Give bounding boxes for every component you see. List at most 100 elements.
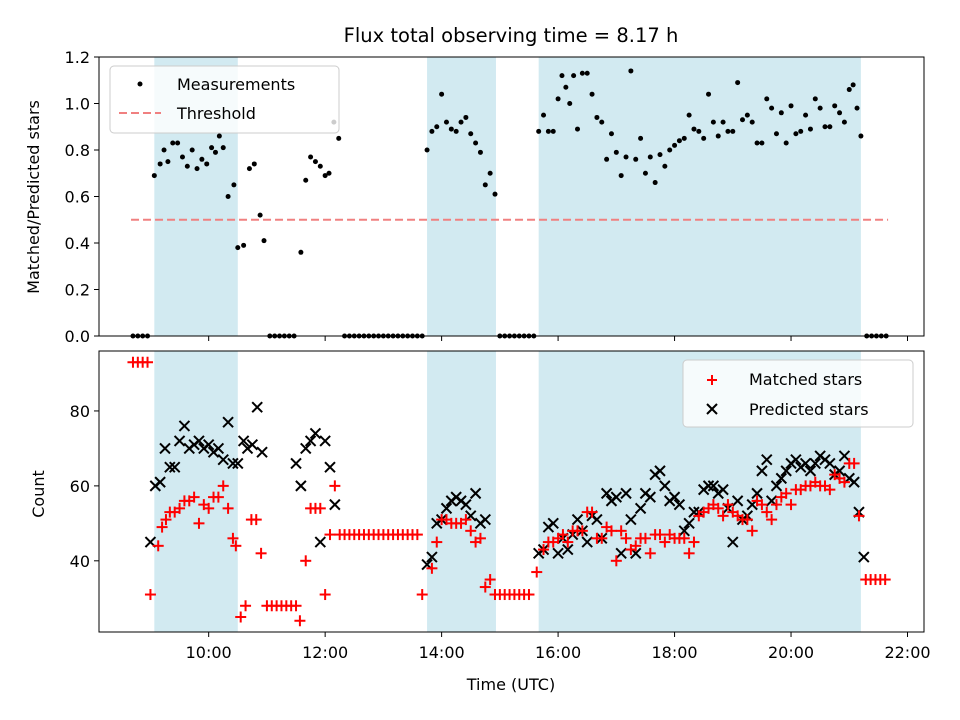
measurement-point <box>194 166 200 172</box>
matched-point <box>479 581 491 593</box>
measurement-point <box>662 163 668 169</box>
measurement-point <box>458 119 464 125</box>
measurement-point <box>303 177 309 183</box>
matched-point <box>314 502 326 514</box>
top-x-ticks <box>208 336 908 341</box>
measurement-point <box>212 149 218 155</box>
matched-point <box>639 532 651 544</box>
measurement-point <box>594 114 600 120</box>
matched-point <box>324 529 336 541</box>
predicted-point <box>227 457 239 470</box>
predicted-point <box>154 476 166 488</box>
predicted-point <box>168 461 181 473</box>
top-legend-box <box>109 65 340 134</box>
y-tick-label: 0.4 <box>65 234 90 253</box>
x-tick-label: 14:00 <box>419 643 465 662</box>
bottom-legend-box <box>682 359 914 428</box>
measurement-point <box>773 131 779 137</box>
predicted-point <box>193 435 205 447</box>
matched-point <box>152 540 164 552</box>
matched-point <box>688 536 700 548</box>
predicted-point <box>304 435 317 447</box>
x-axis-label: Time (UTC) <box>466 675 555 694</box>
measurement-point <box>740 117 745 123</box>
predicted-point <box>620 487 632 500</box>
predicted-point <box>659 480 671 492</box>
predicted-point <box>314 536 327 548</box>
predicted-point <box>702 480 715 492</box>
matched-point <box>722 499 734 511</box>
measurement-point <box>434 124 440 130</box>
matched-point <box>630 540 642 552</box>
matched-point <box>319 589 331 601</box>
measurement-point <box>204 161 210 167</box>
y-tick-label: 0.6 <box>65 188 90 207</box>
measurement-point <box>676 138 682 144</box>
predicted-point <box>858 551 870 563</box>
predicted-point <box>222 416 234 428</box>
predicted-point <box>426 551 438 563</box>
measurement-point <box>812 96 818 102</box>
measurement-point <box>667 147 673 153</box>
matched-point <box>188 491 200 503</box>
matched-point <box>557 529 569 541</box>
measurement-point <box>633 156 639 162</box>
count-panel: 40 60 80 10:00 12:00 14:00 16:00 18:00 20:00 22:… <box>29 350 931 694</box>
predicted-point <box>300 442 312 455</box>
measurement-point <box>453 128 459 134</box>
measurement-point <box>189 147 195 153</box>
measurement-point <box>608 131 614 137</box>
matched-point <box>222 502 234 514</box>
matched-point <box>203 502 215 514</box>
measurement-point <box>184 163 190 169</box>
bottom-plot-frame <box>98 350 925 633</box>
matched-point <box>240 600 252 612</box>
measurement-point <box>575 126 580 132</box>
observing-window-band <box>538 57 861 336</box>
measurement-point <box>257 212 263 218</box>
matched-point <box>741 514 753 526</box>
measurement-point <box>326 170 332 176</box>
matched-point <box>761 506 773 518</box>
measurement-point <box>788 103 794 109</box>
matched-point <box>531 566 543 578</box>
measurement-point <box>175 140 181 146</box>
measurement-point <box>599 119 605 125</box>
measurement-point <box>715 133 721 139</box>
predicted-point <box>615 547 627 560</box>
measurement-point <box>220 145 226 151</box>
matched-point <box>460 514 472 526</box>
measurement-points <box>130 68 889 339</box>
measurement-point <box>312 159 318 165</box>
predicted-point <box>707 480 720 492</box>
measurement-point <box>439 91 445 97</box>
measurement-point <box>487 170 493 176</box>
measurement-point <box>691 126 697 132</box>
matched-point <box>212 491 224 503</box>
ratio-panel: Flux total observing time = 8.17 h 0.00.… <box>24 24 925 346</box>
matched-point <box>426 562 438 574</box>
matched-point <box>576 525 588 537</box>
measurement-point <box>536 128 542 134</box>
matched-point <box>879 574 891 586</box>
predicted-point <box>683 517 695 530</box>
measurement-point <box>642 170 648 176</box>
y-tick-label: 0.8 <box>65 141 90 160</box>
matched-point <box>756 499 768 511</box>
predicted-point <box>775 472 788 485</box>
measurement-point <box>246 166 252 172</box>
predicted-point <box>324 461 336 473</box>
measurement-point <box>778 110 784 116</box>
predicted-point <box>799 457 812 470</box>
predicted-point <box>581 536 593 548</box>
measurement-point <box>807 126 813 132</box>
predicted-point <box>591 513 603 526</box>
matched-point <box>300 555 312 567</box>
matched-point <box>610 555 622 567</box>
measurement-point <box>261 238 267 244</box>
matched-point <box>766 514 778 526</box>
measurement-point <box>618 173 624 179</box>
measurement-point <box>652 180 658 186</box>
chart-title: Flux total observing time = 8.17 h <box>344 24 679 47</box>
predicted-point <box>804 465 817 477</box>
